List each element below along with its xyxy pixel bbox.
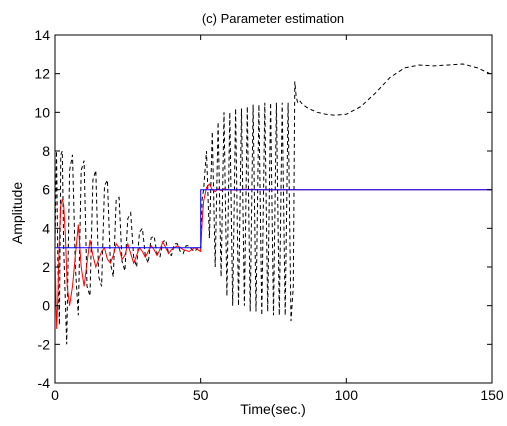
y-axis-label: Amplitude [9, 182, 25, 244]
y-tick-label: 0 [42, 298, 50, 314]
x-axis-label: Time(sec.) [240, 401, 306, 417]
y-tick-label: 8 [42, 143, 50, 159]
x-tick-label: 100 [335, 387, 359, 403]
y-tick-label: 12 [34, 66, 50, 82]
x-tick-label: 0 [51, 387, 59, 403]
chart-title: (c) Parameter estimation [202, 11, 344, 26]
x-tick-label: 50 [193, 387, 209, 403]
x-tick-label: 150 [480, 387, 504, 403]
series-line-0 [55, 189, 492, 249]
y-tick-label: 2 [42, 259, 50, 275]
plot-area: 0 50 100 150 -4 -2 0 2 4 6 8 10 12 14 [34, 27, 503, 403]
plot-frame [54, 34, 493, 384]
y-tick-label: 4 [42, 220, 50, 236]
y-tick-label: 10 [34, 104, 50, 120]
y-tick-label: 6 [42, 182, 50, 198]
y-tick-label: -4 [38, 375, 51, 391]
y-tick-label: 14 [34, 27, 50, 43]
y-tick-label: -2 [38, 336, 51, 352]
